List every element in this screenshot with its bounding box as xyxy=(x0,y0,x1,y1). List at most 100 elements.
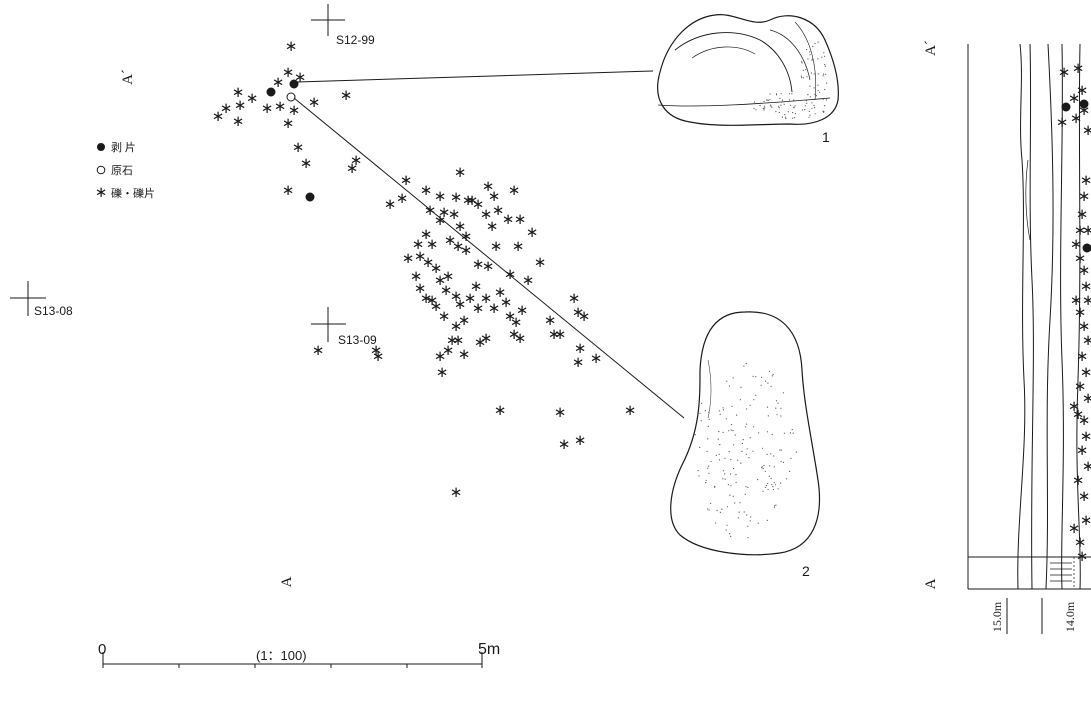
gravel-mark: ∗ xyxy=(482,257,495,275)
stipple-dot xyxy=(781,99,784,101)
stipple-dot xyxy=(822,98,824,100)
stipple-dot xyxy=(708,509,710,511)
stipple-dot xyxy=(710,460,712,463)
stipple-dot xyxy=(806,76,808,78)
stipple-dot xyxy=(743,511,745,513)
stipple-dot xyxy=(741,442,744,445)
stipple-dot xyxy=(784,116,787,118)
stipple-dot xyxy=(707,467,709,469)
gravel-mark: ∗ xyxy=(300,154,313,172)
gravel-mark: ∗ xyxy=(554,403,567,421)
stipple-dot xyxy=(739,399,742,401)
stipple-dot xyxy=(797,99,800,102)
stipple-dot xyxy=(708,465,710,467)
gravel-mark: ∗ xyxy=(442,267,455,285)
stipple-dot xyxy=(817,73,819,75)
gravel-mark: ∗ xyxy=(282,114,295,132)
stipple-dot xyxy=(813,87,815,89)
stipple-dot xyxy=(773,466,775,468)
gravel-mark: ∗ xyxy=(516,301,529,319)
gravel-mark: ∗ xyxy=(438,307,451,325)
gravel-mark: ∗ xyxy=(434,347,447,365)
stipple-dot xyxy=(769,93,771,95)
stipple-dot xyxy=(800,75,803,77)
gravel-mark: ∗ xyxy=(282,181,295,199)
gravel-mark: ∗ xyxy=(568,289,581,307)
stipple-dot xyxy=(801,77,803,79)
stipple-dot xyxy=(766,406,769,408)
gravel-mark: ∗ xyxy=(288,101,301,119)
stipple-dot xyxy=(769,465,771,467)
profile-gravel-mark: ∗ xyxy=(1078,487,1091,505)
gravel-mark: ∗ xyxy=(292,138,305,156)
stipple-dot xyxy=(731,405,733,408)
stipple-dot xyxy=(761,466,763,468)
stipple-dot xyxy=(794,117,796,119)
stipple-dot xyxy=(802,69,804,71)
gravel-mark: ∗ xyxy=(438,203,451,221)
stipple-dot xyxy=(763,464,765,467)
legend-label-flake: 剥 片 xyxy=(111,141,136,154)
stipple-dot xyxy=(718,431,720,433)
gravel-mark: ∗ xyxy=(572,303,585,321)
gravel-mark: ∗ xyxy=(624,401,637,419)
profile-gravel-mark: ∗ xyxy=(1078,261,1091,279)
profile-gravel-mark: ∗ xyxy=(1068,89,1081,107)
stipple-dot xyxy=(773,488,775,491)
stipple-dot xyxy=(780,460,782,463)
stipple-dot xyxy=(749,520,751,522)
stipple-dot xyxy=(805,100,808,102)
stipple-dot xyxy=(822,73,825,75)
stipple-dot xyxy=(764,486,766,488)
stipple-dot xyxy=(722,478,724,480)
stipple-dot xyxy=(728,430,730,432)
artifact-2-label: 2 xyxy=(802,563,810,579)
stipple-dot xyxy=(824,105,826,107)
artifact-1-label: 1 xyxy=(822,129,830,145)
stipple-dot xyxy=(785,118,787,120)
profile-gravel-mark: ∗ xyxy=(1076,205,1089,223)
stipple-dot xyxy=(821,56,823,58)
stipple-dot xyxy=(822,75,824,77)
profile-gravel-mark: ∗ xyxy=(1074,249,1087,267)
stipple-dot xyxy=(752,450,754,452)
stipple-dot xyxy=(745,426,747,428)
stipple-dot xyxy=(719,413,721,415)
stipple-dot xyxy=(775,400,778,402)
gravel-mark: ∗ xyxy=(462,191,475,209)
profile-gravel-mark: ∗ xyxy=(1068,397,1081,415)
stipple-dot xyxy=(766,99,768,101)
stipple-dot xyxy=(775,484,777,486)
profile-gravel-mark: ∗ xyxy=(1076,347,1089,365)
stipple-dot xyxy=(707,438,709,440)
stipple-dot xyxy=(801,62,803,64)
stipple-dot xyxy=(780,93,782,95)
stipple-dot xyxy=(782,392,785,394)
stipple-dot xyxy=(715,522,717,524)
gravel-mark: ∗ xyxy=(220,99,233,117)
stipple-dot xyxy=(740,386,742,388)
profile-gravel-mark: ∗ xyxy=(1080,511,1091,529)
stipple-dot xyxy=(778,107,780,109)
stipple-dot xyxy=(728,385,731,387)
stipple-dot xyxy=(741,450,743,452)
stipple-dot xyxy=(714,485,716,487)
stipple-dot xyxy=(753,107,755,110)
stipple-dot xyxy=(804,109,806,111)
stipple-dot xyxy=(770,453,772,455)
stipple-dot xyxy=(708,418,710,420)
stipple-dot xyxy=(793,106,795,108)
gravel-mark: ∗ xyxy=(500,293,513,311)
grid-cross-s13-09 xyxy=(311,307,346,342)
gravel-mark: ∗ xyxy=(554,325,567,343)
gravel-mark: ∗ xyxy=(458,311,471,329)
stipple-dot xyxy=(727,484,730,486)
stipple-dot xyxy=(707,508,709,510)
stipple-dot xyxy=(824,55,826,57)
gravel-mark: ∗ xyxy=(510,313,523,331)
flake-icon xyxy=(97,143,105,151)
gravel-mark: ∗ xyxy=(446,331,459,349)
elevation-label-right: 14.0m xyxy=(1063,601,1077,632)
stipple-dot xyxy=(706,450,708,452)
stipple-dot xyxy=(730,458,732,461)
